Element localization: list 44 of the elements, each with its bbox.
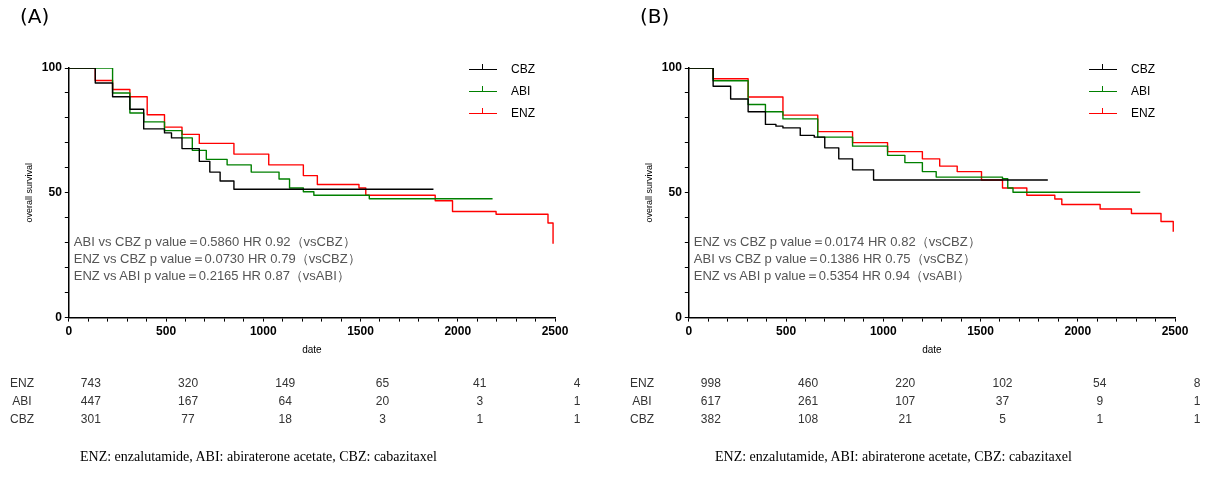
text: CBZ 382 108 21 5 1 1 [630,412,1201,426]
legend-label: ENZ [1131,106,1155,120]
y-tick-label: 0 [55,309,63,324]
x-tick-label: 1500 [347,324,375,339]
x-tick-label: 500 [156,324,177,339]
x-tick-label: 500 [776,324,797,339]
text: ABI 617 261 107 37 9 1 [632,394,1201,408]
legend-label: ENZ [511,106,535,120]
legend-label: ABI [511,84,531,98]
x-tick-label: 2000 [1064,324,1092,339]
x-tick-label: 1000 [249,324,277,339]
x-tick-label: 2500 [541,324,569,339]
x-axis-title: date [922,343,943,355]
annotation: ABI vs CBZ p value＝0.1386 HR 0.75（vsCBZ） [693,249,977,267]
y-axis-title: overall survival [23,163,34,223]
text: ABI 447 167 64 20 3 1 [12,394,581,408]
text: ENZ 998 460 220 102 54 8 [630,376,1201,390]
y-tick-label: 50 [48,185,63,200]
text: ENZ 743 320 149 65 41 4 [10,376,581,390]
text: ENZ: enzalutamide, ABI: abiraterone acetate, CBZ: cabazitaxel [80,449,437,465]
y-tick-label: 50 [668,185,683,200]
y-axis-title: overall survival [643,163,654,223]
x-tick-label: 0 [65,324,73,339]
annotation: ENZ vs CBZ p value＝0.0174 HR 0.82（vsCBZ） [693,232,981,250]
x-tick-label: 1500 [967,324,995,339]
text: ENZ: enzalutamide, ABI: abiraterone acetate, CBZ: cabazitaxel [715,449,1072,465]
y-tick-label: 0 [675,309,683,324]
legend-label: CBZ [1131,62,1155,76]
annotation: ABI vs CBZ p value＝0.5860 HR 0.92（vsCBZ） [73,232,357,250]
annotation: ENZ vs ABI p value＝0.2165 HR 0.87（vsABI） [73,266,351,284]
x-tick-label: 1000 [869,324,897,339]
x-tick-label: 2000 [444,324,472,339]
x-tick-label: 0 [685,324,693,339]
text: CBZ 301 77 18 3 1 1 [10,412,581,426]
x-axis-title: date [302,343,323,355]
chart-title: (B) [640,4,670,29]
x-tick-label: 2500 [1161,324,1189,339]
chart-title: (A) [20,4,50,29]
legend-label: ABI [1131,84,1151,98]
legend-label: CBZ [511,62,535,76]
y-tick-label: 100 [41,60,63,75]
annotation: ENZ vs ABI p value＝0.5354 HR 0.94（vsABI） [693,266,971,284]
annotation: ENZ vs CBZ p value＝0.0730 HR 0.79（vsCBZ） [73,249,361,267]
y-tick-label: 100 [661,60,683,75]
